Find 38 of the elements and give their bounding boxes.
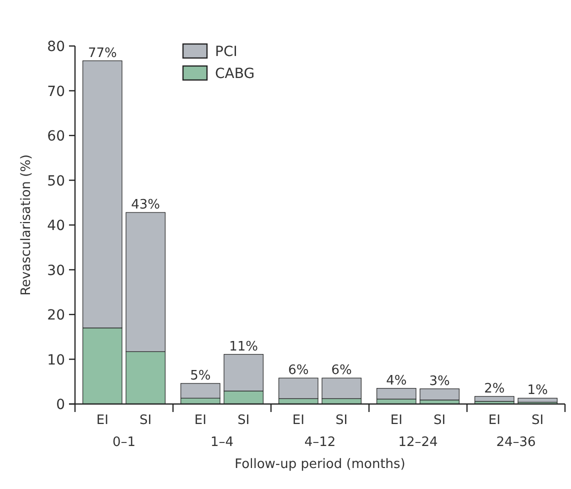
- x-tick-label: SI: [532, 413, 544, 428]
- x-tick-label: SI: [336, 413, 348, 428]
- text: 0–1: [112, 435, 136, 450]
- y-tick-label: 10: [47, 352, 65, 368]
- x-tick-label: EI: [194, 413, 206, 428]
- x-axis-title: Follow-up period (months): [234, 457, 406, 472]
- text: 4–12: [304, 435, 336, 450]
- x-tick-label: EI: [292, 413, 304, 428]
- total-label: 77%: [88, 46, 117, 61]
- x-tick-label: SI: [434, 413, 446, 428]
- y-tick-label: 20: [47, 308, 65, 324]
- y-tick-label: 0: [56, 397, 65, 413]
- text: 1–4: [210, 435, 234, 450]
- text: 24–36: [496, 435, 536, 450]
- total-label: 5%: [190, 368, 211, 384]
- text: 12–24: [398, 435, 438, 450]
- y-tick-label: 40: [47, 218, 65, 234]
- total-label: 2%: [484, 381, 505, 396]
- legend-label: CABG: [215, 66, 255, 82]
- x-tick-label: SI: [238, 413, 250, 428]
- y-tick-label: 30: [47, 262, 65, 279]
- total-label: 6%: [331, 363, 352, 378]
- total-label: 11%: [229, 339, 258, 354]
- y-axis-title: Revascularisation (%): [19, 154, 34, 296]
- total-label: 4%: [386, 373, 407, 388]
- legend-label: PCI: [215, 44, 238, 60]
- x-tick-label: SI: [140, 413, 152, 428]
- y-tick-label: 80: [47, 39, 65, 55]
- total-label: 6%: [288, 363, 309, 378]
- total-label: 43%: [131, 197, 160, 212]
- x-tick-label: EI: [488, 413, 500, 428]
- x-tick-label: EI: [390, 413, 402, 428]
- y-tick-label: 60: [47, 128, 65, 144]
- x-tick-label: EI: [96, 413, 108, 428]
- total-label: 3%: [429, 374, 450, 389]
- y-tick-label: 70: [47, 84, 65, 100]
- total-label: 1%: [527, 383, 548, 398]
- y-tick-label: 50: [47, 173, 65, 190]
